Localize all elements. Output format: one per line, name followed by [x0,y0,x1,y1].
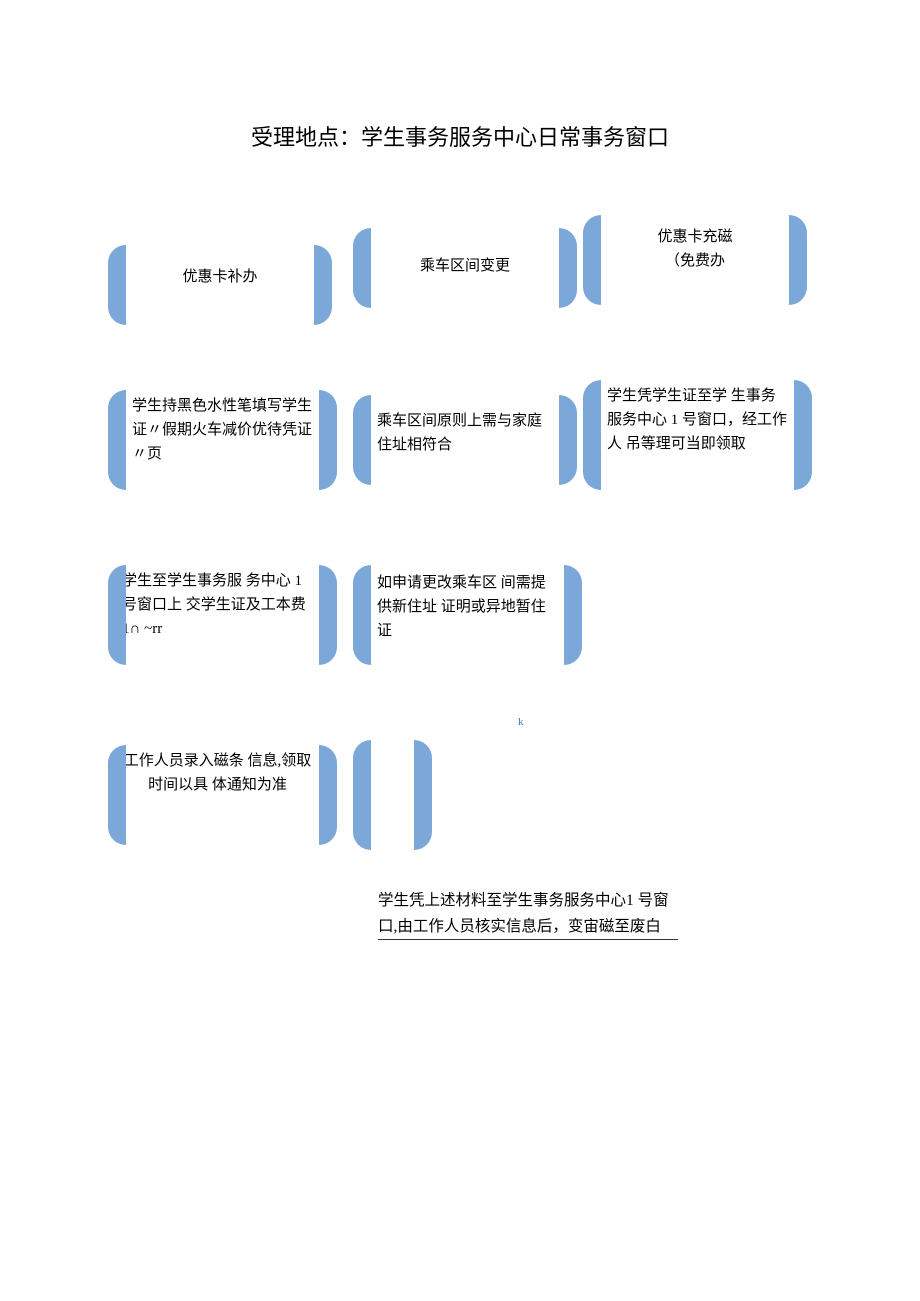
bracket-right [319,390,337,490]
node-text: 如申请更改乘车区 间需提供新住址 证明或异地暂住证 [375,565,560,647]
bracket-right [314,245,332,325]
node-text: 工作人员录入磁条 信息,领取时间以具 体通知为准 [120,745,315,801]
node-r3c1: 学生至学生事务服 务中心 1 号窗口上 交学生证及工本费 1∩ ~rr [120,565,315,665]
stray-k: k [518,716,524,728]
bracket-left [353,228,371,308]
node-r2c1: 学生持黑色水性笔填写学生证〃假期火车减价优待凭证〃页 [130,390,315,490]
node-text [375,740,410,748]
bracket-right [414,740,432,850]
bracket-left [583,215,601,305]
node-text: 优惠卡补办 [130,245,310,293]
node-text: 学生凭学生证至学 生事务服务中心 1 号窗口，经工作人 吊等理可当即领取 [605,380,790,460]
node-text: 学生持黑色水性笔填写学生证〃假期火车减价优待凭证〃页 [130,390,315,470]
bottom-box: 学生凭上述材料至学生事务服务中心1 号窗口,由工作人员核实信息后，变宙磁至废白 [378,888,678,940]
bracket-left [353,565,371,665]
node-r3c2: 如申请更改乘车区 间需提供新住址 证明或异地暂住证 [375,565,560,665]
node-r1c2: 乘车区间变更 [375,228,555,308]
bracket-right [559,395,577,485]
bracket-right [794,380,812,490]
bracket-left [108,745,126,845]
node-text: 乘车区间变更 [375,228,555,282]
bracket-right [319,565,337,665]
bracket-left [353,395,371,485]
bracket-right [789,215,807,305]
bracket-left [108,565,126,665]
node-r1c3: 优惠卡充磁 （免费办 [605,215,785,305]
node-text: 优惠卡充磁 （免费办 [605,215,785,277]
bracket-right [319,745,337,845]
bottom-text: 学生凭上述材料至学生事务服务中心1 号窗口,由工作人员核实信息后，变宙磁至废白 [378,888,678,939]
bracket-left [353,740,371,850]
page-title: 受理地点：学生事务服务中心日常事务窗口 [0,120,920,152]
bracket-right [559,228,577,308]
node-r2c2: 乘车区间原则上需与家庭住址相符合 [375,395,555,485]
bracket-left [108,390,126,490]
bracket-right [564,565,582,665]
node-r2c3: 学生凭学生证至学 生事务服务中心 1 号窗口，经工作人 吊等理可当即领取 [605,380,790,490]
node-text: 乘车区间原则上需与家庭住址相符合 [375,395,555,461]
bracket-left [583,380,601,490]
node-r1c1: 优惠卡补办 [130,245,310,325]
node-r4c2 [375,740,410,850]
node-text: 学生至学生事务服 务中心 1 号窗口上 交学生证及工本费 1∩ ~rr [120,565,315,645]
bracket-left [108,245,126,325]
node-r4c1: 工作人员录入磁条 信息,领取时间以具 体通知为准 [120,745,315,845]
